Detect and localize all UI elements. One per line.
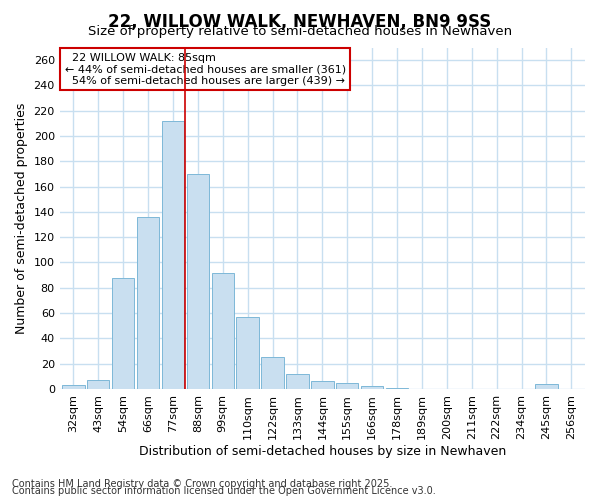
X-axis label: Distribution of semi-detached houses by size in Newhaven: Distribution of semi-detached houses by … <box>139 444 506 458</box>
Bar <box>187 174 209 389</box>
Bar <box>535 384 557 389</box>
Bar <box>112 278 134 389</box>
Text: 22, WILLOW WALK, NEWHAVEN, BN9 9SS: 22, WILLOW WALK, NEWHAVEN, BN9 9SS <box>109 12 491 30</box>
Bar <box>286 374 308 389</box>
Y-axis label: Number of semi-detached properties: Number of semi-detached properties <box>15 102 28 334</box>
Text: 22 WILLOW WALK: 85sqm
← 44% of semi-detached houses are smaller (361)
  54% of s: 22 WILLOW WALK: 85sqm ← 44% of semi-deta… <box>65 52 346 86</box>
Bar <box>137 217 159 389</box>
Bar <box>311 382 334 389</box>
Bar <box>262 358 284 389</box>
Bar <box>361 386 383 389</box>
Bar <box>62 385 85 389</box>
Bar <box>386 388 408 389</box>
Bar <box>87 380 109 389</box>
Text: Contains HM Land Registry data © Crown copyright and database right 2025.: Contains HM Land Registry data © Crown c… <box>12 479 392 489</box>
Bar <box>336 382 358 389</box>
Bar <box>162 121 184 389</box>
Text: Size of property relative to semi-detached houses in Newhaven: Size of property relative to semi-detach… <box>88 25 512 38</box>
Text: Contains public sector information licensed under the Open Government Licence v3: Contains public sector information licen… <box>12 486 436 496</box>
Bar <box>212 272 234 389</box>
Bar <box>236 317 259 389</box>
